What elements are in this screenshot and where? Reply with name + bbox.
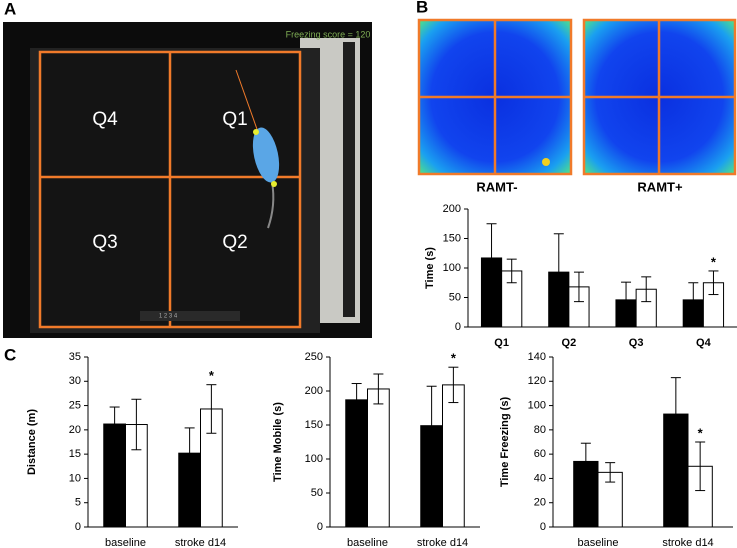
error-bar <box>708 270 719 296</box>
y-tick-label: 10 <box>69 472 81 484</box>
y-tick-label: 100 <box>443 262 461 274</box>
heatmap <box>582 18 737 176</box>
quadrant-label: Q4 <box>92 109 118 130</box>
error-bar <box>184 427 195 479</box>
y-tick-label: 200 <box>305 385 323 397</box>
error-bar <box>641 276 652 303</box>
x-tick-label: stroke d14 <box>175 537 226 548</box>
y-tick-label: 5 <box>75 497 81 509</box>
error-bar <box>351 383 362 417</box>
bar <box>345 399 368 528</box>
quadrant-label: Q2 <box>222 232 247 253</box>
bar-chart: Distance (m) 0 5 10 15 20 25 30 35 baseline stroke… <box>26 351 238 548</box>
panel-label: B <box>416 0 428 16</box>
error-bar <box>131 398 142 451</box>
error-bar <box>580 442 591 481</box>
quadrant-label: Q3 <box>92 232 117 253</box>
bar-chart: Time Freezing (s) 0 20 40 60 80 100 120 140 basel… <box>499 351 733 548</box>
significance-mark: * <box>209 368 215 383</box>
bar <box>597 471 623 528</box>
x-tick-label: stroke d14 <box>662 537 713 548</box>
y-tick-label: 35 <box>69 351 81 363</box>
bar-chart: Time (s) 0 50 100 150 200 Q1 Q2 Q3 Q4 * <box>424 203 737 349</box>
error-bar <box>109 406 120 442</box>
x-tick-label: Q3 <box>629 337 644 349</box>
x-tick-label: stroke d14 <box>417 537 468 548</box>
playback-controls: 1 2 3 4 <box>159 314 178 320</box>
y-tick-label: 80 <box>534 424 546 436</box>
heatmap-label: RAMT- <box>476 179 517 194</box>
panel-label: A <box>4 0 16 18</box>
y-tick-label: 100 <box>305 453 323 465</box>
error-bar <box>670 377 681 451</box>
error-bar <box>695 441 706 492</box>
y-tick-label: 60 <box>534 448 546 460</box>
y-axis-label: Time Mobile (s) <box>272 402 284 482</box>
bar-chart: Time Mobile (s) 0 50 100 150 200 250 baseline st… <box>272 351 480 548</box>
quadrant-label: Q1 <box>222 109 247 130</box>
heatmap-label: RAMT+ <box>637 179 683 194</box>
significance-mark: * <box>451 351 457 366</box>
y-tick-label: 150 <box>443 232 461 244</box>
y-tick-label: 25 <box>69 399 81 411</box>
x-tick-label: baseline <box>105 537 146 548</box>
x-tick-label: baseline <box>578 537 619 548</box>
y-tick-label: 50 <box>311 487 323 499</box>
error-bar <box>206 384 217 434</box>
y-tick-label: 140 <box>528 351 546 363</box>
heatmap <box>417 18 573 176</box>
y-tick-label: 15 <box>69 448 81 460</box>
error-bar <box>373 373 384 405</box>
y-axis-label: Time Freezing (s) <box>499 397 511 488</box>
y-tick-label: 50 <box>449 291 461 303</box>
x-tick-label: Q1 <box>494 337 509 349</box>
y-tick-label: 250 <box>305 351 323 363</box>
y-tick-label: 120 <box>528 375 546 387</box>
error-bar <box>688 282 699 318</box>
y-axis-label: Distance (m) <box>26 409 38 475</box>
error-bar <box>448 366 459 404</box>
y-tick-label: 200 <box>443 203 461 215</box>
y-tick-label: 150 <box>305 419 323 431</box>
bar <box>442 384 465 528</box>
y-tick-label: 0 <box>75 521 81 533</box>
error-bar <box>553 233 564 311</box>
error-bar <box>486 223 497 293</box>
y-tick-label: 0 <box>540 521 546 533</box>
significance-mark: * <box>698 425 704 440</box>
video-frame <box>3 22 372 338</box>
error-bar <box>573 271 584 303</box>
y-tick-label: 0 <box>455 321 461 333</box>
y-tick-label: 20 <box>69 424 81 436</box>
y-tick-label: 0 <box>317 521 323 533</box>
bar <box>367 388 390 528</box>
y-tick-label: 20 <box>534 497 546 509</box>
y-tick-label: 30 <box>69 375 81 387</box>
significance-mark: * <box>711 254 717 269</box>
error-bar <box>605 462 616 483</box>
error-bar <box>621 281 632 319</box>
x-tick-label: baseline <box>347 537 388 548</box>
y-tick-label: 100 <box>528 399 546 411</box>
error-bar <box>426 385 437 466</box>
y-tick-label: 40 <box>534 472 546 484</box>
x-tick-label: Q4 <box>696 337 712 349</box>
error-bar <box>506 258 517 284</box>
panel-label: C <box>4 345 16 364</box>
overlay-text: Freezing score = 120 <box>286 29 371 39</box>
y-axis-label: Time (s) <box>424 247 436 289</box>
x-tick-label: Q2 <box>562 337 577 349</box>
